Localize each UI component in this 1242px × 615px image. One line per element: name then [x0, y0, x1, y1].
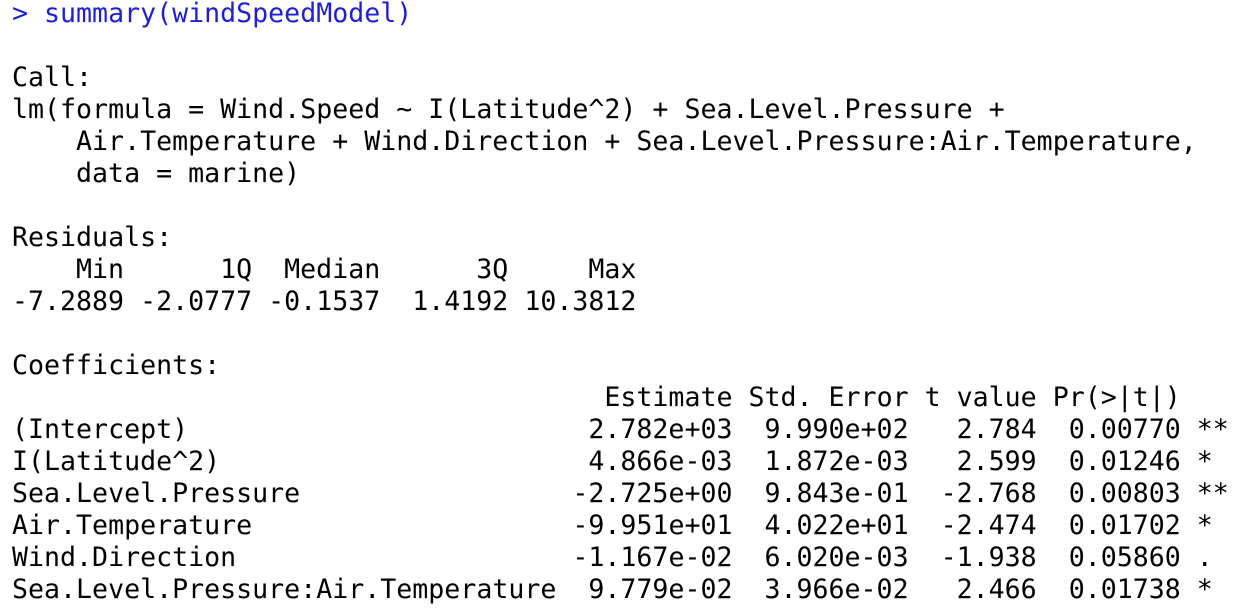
signif-code: *: [1196, 574, 1213, 605]
residual-header: Min: [76, 254, 125, 285]
coef-cell: -9.951e+01: [572, 510, 733, 541]
residual-header: Median: [284, 254, 381, 285]
coef-cell: 0.00803: [1068, 478, 1181, 509]
coef-cell: 3.966e-02: [764, 574, 909, 605]
residual-value: 1.4192: [412, 286, 509, 317]
coef-cell: 2.466: [956, 574, 1037, 605]
signif-code: .: [1196, 542, 1213, 573]
call-line: lm(formula = Wind.Speed ~ I(Latitude^2) …: [12, 94, 1021, 125]
coef-name: Wind.Direction: [12, 542, 237, 573]
coef-cell: 1.872e-03: [764, 446, 909, 477]
residual-header: Max: [588, 254, 637, 285]
coef-header: Estimate: [604, 382, 733, 413]
residual-value: -7.2889: [11, 286, 125, 317]
residual-header: 1Q: [220, 254, 253, 285]
coef-cell: -1.167e-02: [572, 542, 733, 573]
call-line: data = marine): [76, 158, 301, 189]
coef-cell: -2.768: [940, 478, 1037, 509]
signif-code: *: [1196, 510, 1213, 541]
coef-cell: 2.599: [956, 446, 1037, 477]
signif-code: **: [1196, 414, 1229, 445]
coef-cell: -2.725e+00: [572, 478, 733, 509]
coef-cell: 0.01246: [1068, 446, 1181, 477]
residual-value: -0.1537: [268, 286, 381, 317]
coef-cell: 0.05860: [1068, 542, 1181, 573]
coef-cell: 9.990e+02: [764, 414, 909, 445]
coef-name: Sea.Level.Pressure: [12, 478, 301, 509]
section-label: Coefficients:: [12, 350, 221, 381]
coef-cell: 9.779e-02: [588, 574, 733, 605]
coef-cell: -2.474: [940, 510, 1037, 541]
call-line: Air.Temperature + Wind.Direction + Sea.L…: [76, 126, 1213, 157]
coef-name: (Intercept): [12, 414, 189, 445]
coef-cell: 0.01738: [1068, 574, 1181, 605]
coef-cell: -1.938: [940, 542, 1037, 573]
coef-name: Air.Temperature: [12, 510, 253, 541]
coef-cell: 4.022e+01: [764, 510, 909, 541]
signif-code: **: [1196, 478, 1229, 509]
coef-cell: 0.01702: [1068, 510, 1181, 541]
residual-header: 3Q: [476, 254, 509, 285]
coef-header: t value: [924, 382, 1037, 413]
coef-name: I(Latitude^2): [12, 446, 221, 477]
coef-cell: 6.020e-03: [764, 542, 909, 573]
coef-header: Std. Error: [748, 382, 909, 413]
coef-cell: 2.784: [956, 414, 1037, 445]
coef-cell: 0.00770: [1068, 414, 1181, 445]
signif-code: *: [1196, 446, 1213, 477]
coef-cell: 9.843e-01: [764, 478, 909, 509]
residual-value: -2.0777: [140, 286, 253, 317]
coef-header: Pr(>|t|): [1052, 382, 1181, 413]
section-label: Call:: [12, 62, 93, 93]
coef-cell: 4.866e-03: [588, 446, 733, 477]
coef-name: Sea.Level.Pressure:Air.Temperature: [12, 574, 557, 605]
section-label: Residuals:: [12, 222, 173, 253]
coef-cell: 2.782e+03: [588, 414, 733, 445]
residual-value: 10.3812: [524, 286, 637, 317]
command: > summary(windSpeedModel): [12, 0, 413, 29]
